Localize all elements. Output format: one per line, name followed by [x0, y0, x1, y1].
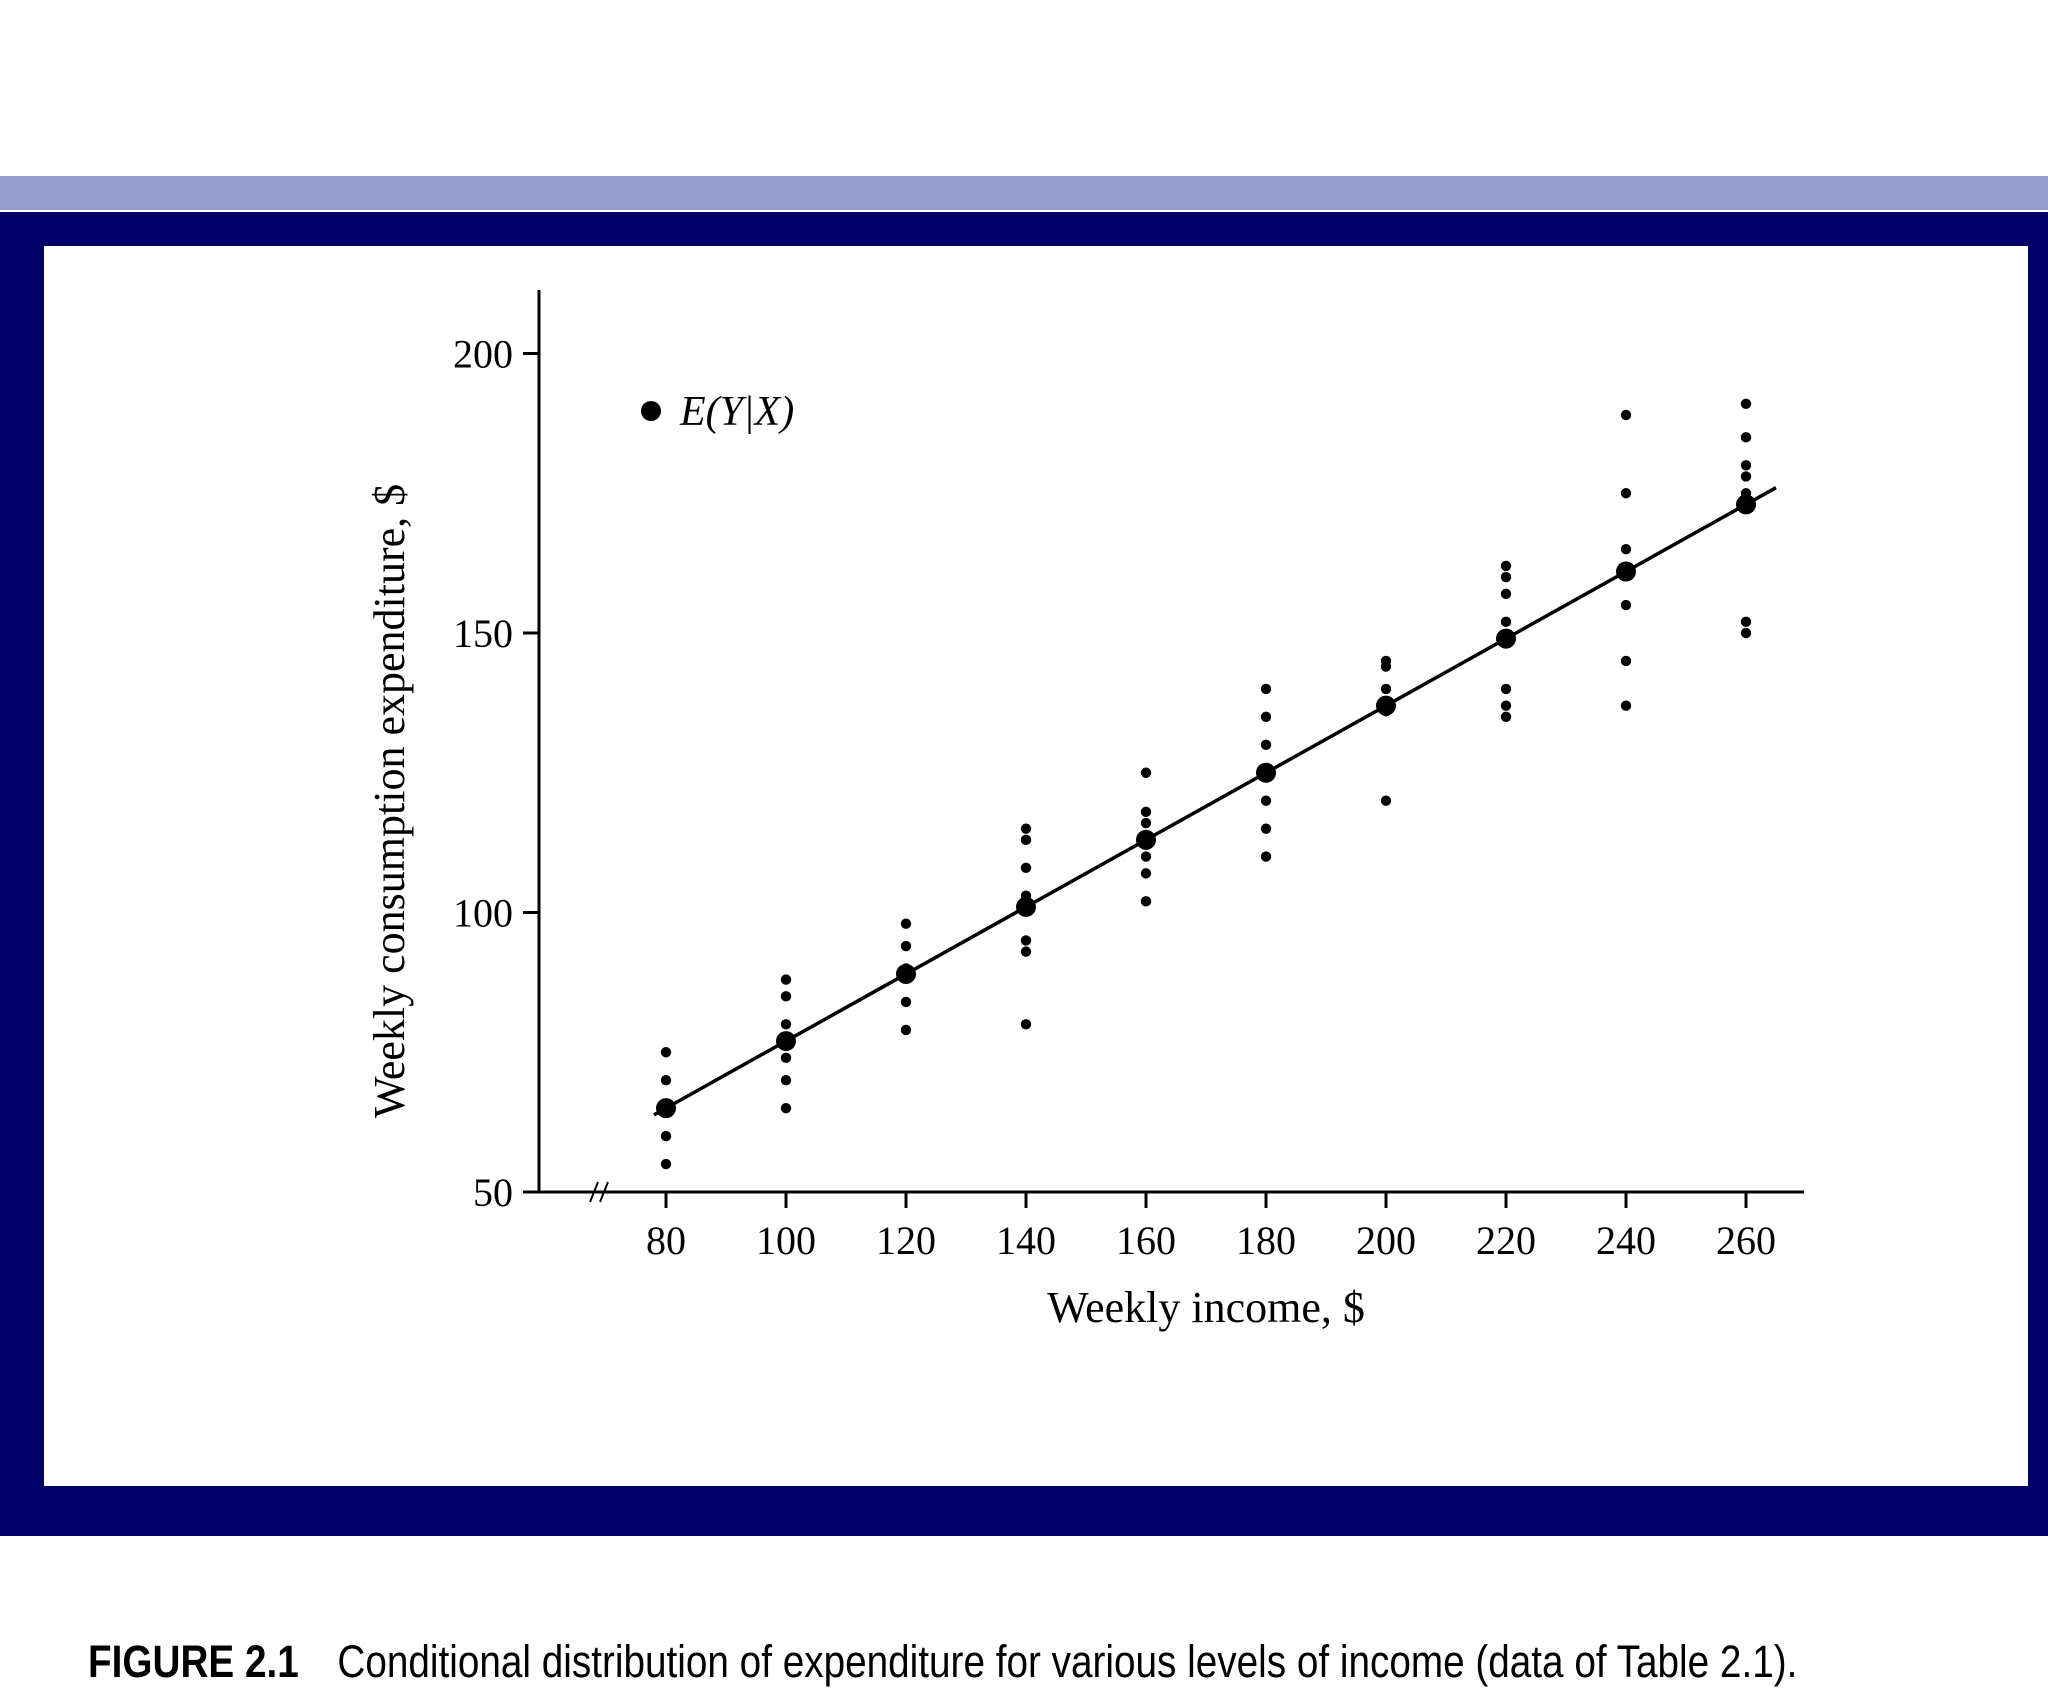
- observation-point: [1140, 868, 1152, 879]
- x-tick-label: 240: [1596, 1218, 1656, 1263]
- x-tick-label: 200: [1356, 1218, 1416, 1263]
- axis-break-mark: [589, 1181, 599, 1203]
- observation-point: [900, 996, 912, 1008]
- observation-point: [1380, 683, 1392, 695]
- observation-point: [1740, 432, 1752, 443]
- observation-point: [1740, 398, 1752, 410]
- conditional-mean-point: [1616, 561, 1636, 582]
- observation-point: [1260, 851, 1272, 862]
- x-tick-label: 140: [996, 1218, 1056, 1263]
- y-tick-label: 50: [473, 1170, 513, 1215]
- x-axis-title: Weekly income, $: [1047, 1283, 1365, 1332]
- observation-point: [1020, 862, 1032, 873]
- conditional-mean-point: [896, 963, 916, 984]
- figure-caption: FIGURE 2.1 Conditional distribution of ex…: [88, 1636, 1797, 1688]
- observation-point: [1140, 817, 1152, 829]
- observation-point: [1740, 471, 1752, 482]
- observation-point: [1020, 935, 1032, 946]
- observation-point: [1620, 599, 1632, 611]
- observation-point: [780, 991, 792, 1002]
- x-tick-label: 180: [1236, 1218, 1296, 1263]
- y-tick-label: 100: [453, 891, 513, 936]
- observation-point: [1260, 683, 1272, 695]
- observation-point: [780, 1019, 792, 1030]
- observation-point: [900, 940, 912, 952]
- observation-point: [1260, 823, 1272, 834]
- observation-point: [1740, 616, 1752, 628]
- observation-point: [1620, 488, 1632, 499]
- observation-point: [660, 1047, 672, 1058]
- observation-point: [1740, 627, 1752, 639]
- x-tick-label: 160: [1116, 1218, 1176, 1263]
- conditional-mean-point: [656, 1098, 676, 1119]
- observation-point: [1500, 700, 1512, 711]
- y-tick-label: 200: [453, 332, 513, 377]
- x-tick-label: 220: [1476, 1218, 1536, 1263]
- observation-point: [1260, 711, 1272, 723]
- conditional-mean-point: [1376, 695, 1396, 716]
- figure-label: FIGURE 2.1: [88, 1636, 299, 1687]
- legend-marker: [641, 401, 661, 421]
- y-axis-title: Weekly consumption expenditure, $: [365, 484, 414, 1118]
- observation-point: [1500, 616, 1512, 628]
- observation-point: [1140, 767, 1152, 778]
- scatter-chart: 50 100 150 200 80 100 120 140 160 180 200 220 240 260…: [365, 290, 1804, 1332]
- observation-point: [1740, 460, 1752, 471]
- observation-point: [1500, 560, 1512, 572]
- observation-point: [1140, 806, 1152, 818]
- axis-break-mark: [599, 1181, 609, 1203]
- x-tick-label: 260: [1716, 1218, 1776, 1263]
- observation-point: [780, 974, 792, 985]
- legend-label: E(Y|X): [679, 389, 794, 435]
- slide-header-band: [0, 176, 2048, 210]
- observation-point: [1500, 571, 1512, 583]
- observation-point: [1500, 683, 1512, 695]
- observation-point: [660, 1130, 672, 1142]
- observation-point: [660, 1158, 672, 1170]
- x-tick-label: 120: [876, 1218, 936, 1263]
- conditional-mean-point: [1136, 829, 1156, 850]
- observation-point: [1620, 700, 1632, 711]
- observation-point: [1260, 795, 1272, 806]
- observation-point: [1260, 739, 1272, 750]
- observation-point: [1380, 655, 1392, 667]
- observation-point: [1140, 851, 1152, 862]
- observation-point: [1620, 655, 1632, 667]
- conditional-mean-point: [1496, 628, 1516, 649]
- observation-point: [1620, 543, 1632, 555]
- conditional-mean-point: [1016, 896, 1036, 917]
- observation-point: [1020, 946, 1032, 957]
- y-tick-label: 150: [453, 611, 513, 656]
- x-tick-label: 100: [756, 1218, 816, 1263]
- observation-point: [780, 1075, 792, 1086]
- observation-point: [1500, 711, 1512, 723]
- observation-point: [660, 1075, 672, 1086]
- conditional-mean-point: [1736, 494, 1756, 515]
- observation-point: [900, 918, 912, 929]
- regression-line: [653, 486, 1777, 1117]
- observation-point: [780, 1052, 792, 1064]
- observation-point: [1020, 823, 1032, 834]
- observation-point: [1020, 834, 1032, 846]
- observation-point: [900, 1024, 912, 1036]
- observation-point: [1500, 588, 1512, 600]
- conditional-mean-point: [1256, 762, 1276, 783]
- observation-point: [1380, 795, 1392, 806]
- observation-point: [780, 1102, 792, 1114]
- observation-point: [1620, 409, 1632, 421]
- x-tick-label: 80: [646, 1218, 686, 1263]
- observation-point: [1140, 896, 1152, 907]
- observation-point: [1020, 1019, 1032, 1030]
- figure-caption-text: Conditional distribution of expenditure …: [337, 1636, 1798, 1687]
- conditional-mean-point: [776, 1031, 796, 1052]
- figure-panel: 50 100 150 200 80 100 120 140 160 180 200 220 240 260…: [44, 246, 2028, 1687]
